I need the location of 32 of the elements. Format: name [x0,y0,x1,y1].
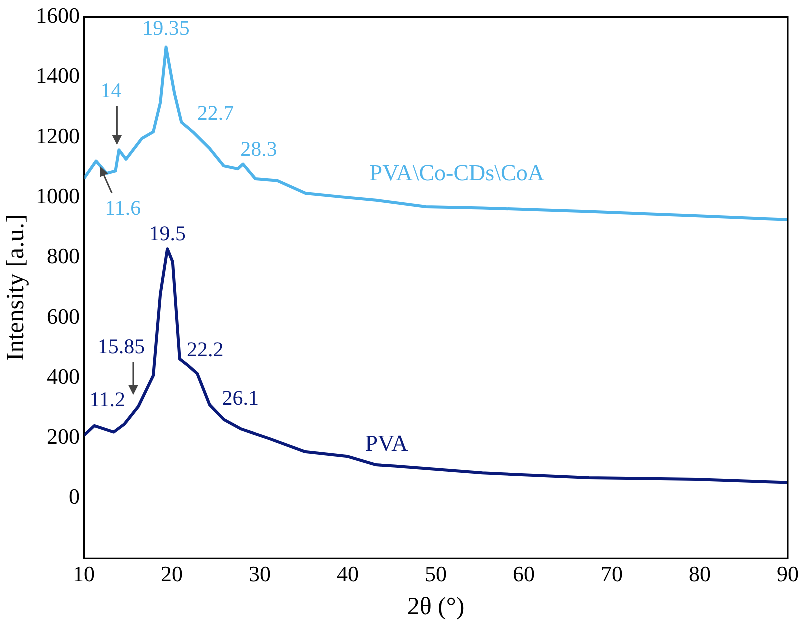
x-tick-label: 50 [425,562,447,587]
x-tick-label: 10 [73,562,95,587]
x-tick-label: 30 [249,562,271,587]
x-tick-label: 80 [689,562,711,587]
series-label: PVA [365,430,409,456]
y-tick-label: 1000 [36,183,80,208]
series-label: PVA\Co-CDs\CoA [370,160,545,186]
x-tick-label: 40 [337,562,359,587]
y-axis-title: Intensity [a.u.] [2,214,30,362]
annotation: 19.5 [149,222,186,246]
y-tick-label: 0 [69,484,80,510]
x-tick-label: 20 [161,562,183,587]
x-tick-label: 90 [777,562,799,587]
x-tick-label: 70 [601,562,623,587]
y-tick-label: 400 [47,364,80,389]
y-tick-label: 1200 [36,123,80,148]
annotation: 11.6 [105,196,142,220]
y-tick-label: 600 [47,304,80,329]
y-tick-label: 800 [47,244,80,269]
y-tick-label: 1600 [36,2,80,28]
annotation: 14 [100,78,122,103]
annotation: 22.7 [197,101,234,126]
y-tick-label: 1400 [36,63,80,88]
x-axis-title: 2θ (°) [407,594,465,621]
annotation: 28.3 [240,136,278,161]
annotation: 15.85 [98,334,146,359]
annotation: 19.35 [142,16,190,40]
x-tick-label: 60 [513,562,535,587]
annotation: 11.2 [90,387,126,412]
annotation: 22.2 [186,338,224,362]
annotation: 26.1 [222,386,260,410]
y-tick-label: 200 [47,424,80,450]
